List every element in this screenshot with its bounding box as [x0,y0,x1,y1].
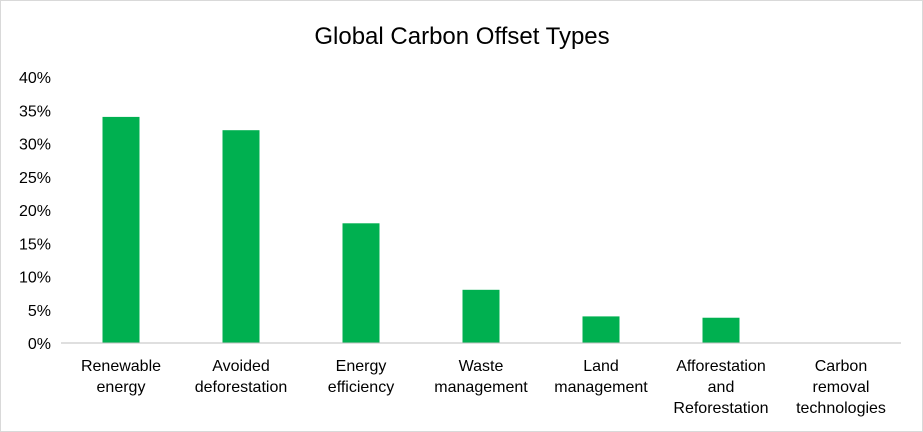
bar-waste-management [462,289,500,343]
y-tick-label: 30% [19,137,51,154]
y-tick-label: 15% [19,236,51,253]
y-tick-label: 20% [19,203,51,220]
bar-energy-efficiency [342,223,380,343]
category-label: Waste [459,358,504,375]
bar-land-management [582,316,620,343]
category-label: Carbon [815,358,867,375]
y-tick-label: 35% [19,103,51,120]
category-label: and [708,379,735,396]
category-label: Avoided [212,358,270,375]
y-tick-label: 40% [19,70,51,87]
category-label: Afforestation [676,358,766,375]
category-label: management [554,379,648,396]
category-label: Land [583,358,619,375]
chart-title: Global Carbon Offset Types [314,23,609,50]
bar-afforestation-and-reforestation [702,317,740,343]
category-label: Renewable [81,358,161,375]
bar-avoided-deforestation [222,130,260,343]
category-labels: Renewable energy Avoided deforestation Energ… [81,358,886,417]
y-axis-ticks: 0% 5% 10% 15% 20% 25% 30% 35% 40% [19,70,51,353]
y-tick-label: 25% [19,170,51,187]
y-tick-label: 0% [28,336,51,353]
category-label: Energy [336,358,387,375]
category-label: efficiency [328,379,394,396]
category-label: energy [97,379,146,396]
y-tick-label: 5% [28,303,51,320]
category-label: technologies [796,400,886,417]
bar-renewable-energy [102,116,140,344]
y-tick-label: 10% [19,270,51,287]
category-label: Reforestation [673,400,768,417]
bars [102,116,740,344]
category-label: management [434,379,528,396]
category-label: deforestation [195,379,288,396]
category-label: removal [813,379,870,396]
